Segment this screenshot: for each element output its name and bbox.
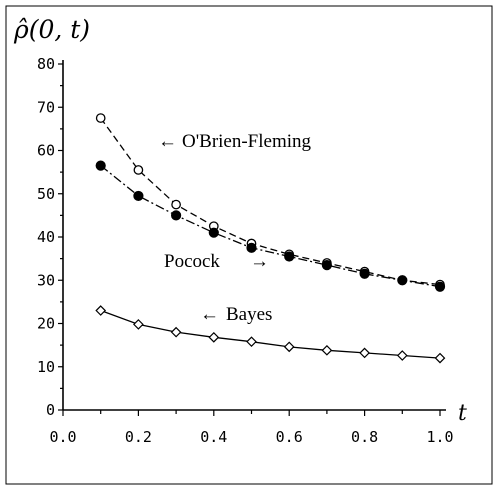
point-bayes: [246, 336, 257, 348]
point-pocock: [321, 260, 332, 271]
point-bayes: [133, 319, 144, 330]
point-bayes: [208, 331, 220, 343]
point-bayes: [321, 344, 333, 356]
series-layer: [95, 113, 446, 364]
point-bayes: [396, 350, 408, 361]
y-tick-label: 40: [37, 228, 55, 246]
series-line-bayes: [100, 309, 441, 359]
point-pocock: [434, 281, 446, 292]
series-line-pocock: [100, 165, 441, 288]
point-pocock: [171, 210, 182, 221]
point-pocock: [133, 190, 144, 202]
x-axis-label: t: [458, 401, 467, 426]
y-tick-label: 60: [37, 142, 55, 160]
x-tick-label: 0.2: [125, 428, 152, 446]
y-tick-label: 80: [37, 55, 55, 73]
x-tick-label: 0.4: [200, 428, 227, 446]
y-tick-label: 70: [37, 98, 55, 116]
point-pocock: [359, 268, 370, 279]
point-bayes: [434, 352, 446, 364]
y-tick-label: 10: [37, 358, 55, 376]
annotation-label-pocock: Pocock: [164, 251, 220, 272]
x-tick-label: 0.8: [351, 428, 378, 446]
point-bayes: [95, 305, 107, 316]
point-pocock: [246, 242, 257, 253]
x-tick-label: 0.6: [276, 428, 303, 446]
point-o-brien-fleming: [95, 113, 106, 123]
annotation-arrow-bayes: ←: [200, 304, 219, 325]
x-tick-label: 0.0: [49, 428, 76, 446]
point-pocock: [208, 227, 219, 238]
point-pocock: [397, 275, 408, 286]
annotations: ← O'Brien-Fleming Pocock → ← Bayes: [158, 131, 312, 325]
y-tick-label: 20: [37, 315, 55, 333]
annotation-arrow-obrien: ←: [158, 131, 177, 152]
annotation-label-obrien: O'Brien-Fleming: [182, 131, 312, 152]
point-bayes: [283, 341, 295, 353]
point-o-brien-fleming: [133, 165, 144, 175]
chart-frame: [5, 5, 493, 485]
series-line-o-brien-fleming: [100, 117, 441, 286]
annotation-label-bayes: Bayes: [226, 304, 272, 325]
y-tick-label: 0: [46, 401, 55, 419]
chart-title: ρ̂(0, t): [13, 15, 90, 44]
point-pocock: [95, 160, 106, 171]
axes: 0 10 20 30 40 50 60 70 80 0.0 0.2 0.4 0.6 0.8 1.0: [37, 55, 454, 446]
x-tick-label: 1.0: [426, 428, 453, 446]
point-bayes: [359, 347, 370, 359]
y-tick-label: 50: [37, 185, 55, 203]
annotation-arrow-pocock: →: [250, 251, 269, 272]
y-tick-label: 30: [37, 271, 55, 289]
point-o-brien-fleming: [171, 199, 181, 210]
point-pocock: [284, 251, 295, 262]
point-bayes: [170, 326, 182, 338]
